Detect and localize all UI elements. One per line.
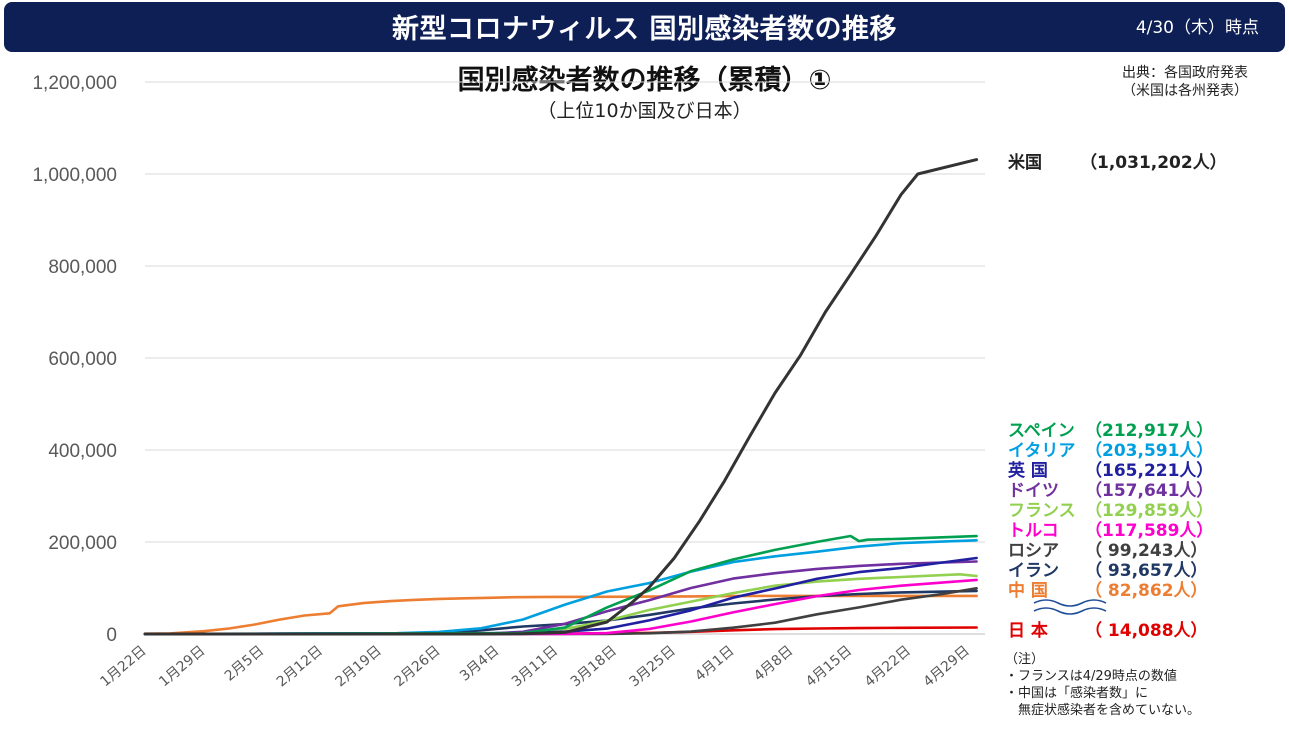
x-tick-label: 3月18日 — [568, 643, 620, 690]
footnotes: （注） ・フランスは4/29時点の数値 ・中国は「感染者数」に 無症状感染者を含… — [1005, 651, 1200, 719]
x-tick-label: 4月15日 — [803, 643, 855, 690]
x-tick-label: 4月22日 — [862, 643, 914, 690]
chart-subtitle: （上位10か国及び日本） — [537, 100, 752, 122]
series-label: フランス — [1008, 501, 1076, 521]
series-value-label: （ 14,088人） — [1085, 620, 1208, 641]
x-tick-label: 1月29日 — [156, 643, 208, 690]
series-label: スペイン — [1008, 421, 1075, 441]
x-tick-label: 4月1日 — [692, 643, 737, 685]
series-value-label: （212,917人） — [1085, 420, 1213, 441]
series-value-label: （ 93,657人） — [1085, 560, 1208, 581]
series-label: イラン — [1008, 561, 1059, 581]
series-line-イラン — [143, 589, 978, 636]
x-tick-label: 1月22日 — [97, 643, 149, 690]
header-title: 新型コロナウィルス 国別感染者数の推移 — [392, 14, 897, 45]
series-label: 米国 — [1008, 152, 1042, 173]
x-tick-label: 2月26日 — [391, 643, 443, 690]
series-label: 中 国 — [1008, 580, 1048, 601]
header-date: 4/30（木）時点 — [1135, 18, 1259, 38]
y-tick-label: 1,000,000 — [32, 165, 117, 186]
series-value-label: （ 82,862人） — [1085, 580, 1208, 601]
x-tick-label: 3月11日 — [509, 643, 561, 690]
x-tick-label: 3月25日 — [627, 643, 679, 690]
series-line-米国 — [143, 158, 979, 636]
header-banner — [4, 2, 1285, 52]
series-label: ロシア — [1008, 541, 1059, 561]
footnote-1: ・フランスは4/29時点の数値 — [1005, 669, 1177, 684]
y-tick-label: 200,000 — [48, 533, 117, 554]
series-line-ロシア — [143, 587, 978, 636]
series-value-label: （117,589人） — [1085, 520, 1213, 541]
x-tick-label: 4月8日 — [751, 643, 796, 685]
footnote-3: 無症状感染者を含めていない。 — [1005, 703, 1201, 718]
y-tick-label: 800,000 — [48, 257, 117, 278]
series-label: トルコ — [1008, 521, 1059, 541]
source-line-1: 出典：各国政府発表 — [1122, 65, 1248, 81]
series-line-トルコ — [143, 578, 978, 636]
axis-break-mark — [1033, 599, 1107, 607]
series-value-label: （157,641人） — [1085, 480, 1213, 501]
x-tick-label: 2月19日 — [333, 643, 385, 690]
series-label: 英 国 — [1008, 460, 1048, 481]
series-value-label: （129,859人） — [1085, 500, 1213, 521]
series-value-label: （203,591人） — [1085, 440, 1213, 461]
footnote-heading: （注） — [1005, 652, 1045, 667]
x-tick-label: 2月5日 — [222, 643, 267, 685]
series-value-label: （1,031,202人） — [1080, 152, 1227, 173]
series-value-label: （165,221人） — [1085, 460, 1213, 481]
x-tick-label: 3月4日 — [457, 643, 502, 685]
y-tick-label: 400,000 — [48, 441, 117, 462]
source-line-2: （米国は各州発表） — [1122, 83, 1248, 99]
chart-title: 国別感染者数の推移（累積）① — [457, 65, 832, 96]
series-label: イタリア — [1008, 441, 1075, 461]
series-label: ドイツ — [1008, 481, 1059, 501]
y-tick-label: 600,000 — [48, 349, 117, 370]
series-value-label: （ 99,243人） — [1085, 540, 1208, 561]
series-label: 日 本 — [1008, 620, 1048, 641]
series-line-イタリア — [143, 539, 978, 636]
series-line-スペイン — [143, 534, 978, 636]
x-tick-label: 2月12日 — [274, 643, 326, 690]
x-tick-label: 4月29日 — [921, 643, 973, 690]
axis-break-mark — [1033, 607, 1107, 615]
footnote-2: ・中国は「感染者数」に — [1005, 686, 1149, 701]
y-tick-label: 0 — [106, 625, 117, 646]
y-tick-label: 1,200,000 — [32, 73, 117, 94]
source-note: 出典：各国政府発表 （米国は各州発表） — [1090, 64, 1280, 100]
